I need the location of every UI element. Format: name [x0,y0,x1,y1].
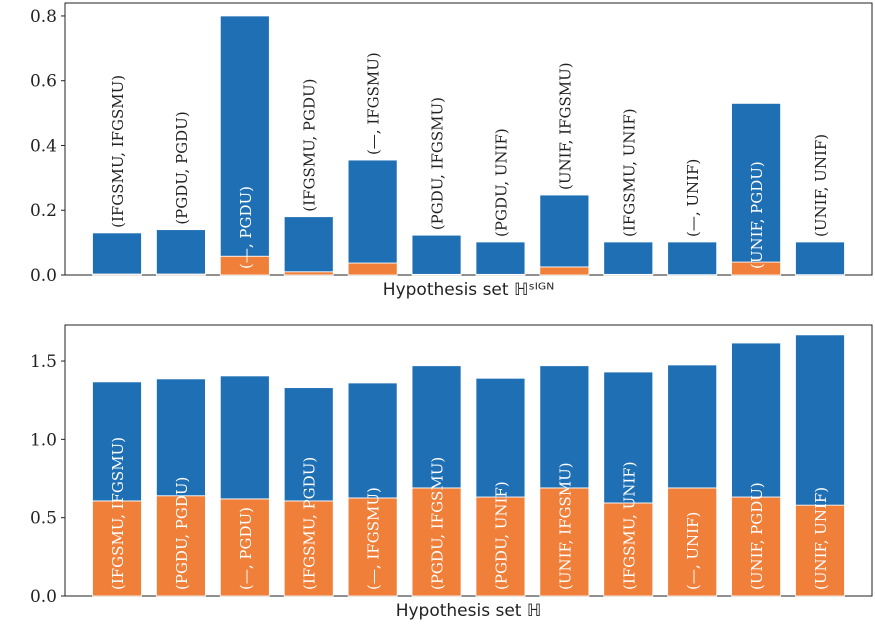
bar-segment [156,230,205,274]
bar-label: (PGDU, IFGSMU) [429,97,447,230]
bar-label: (—, PGDU) [237,507,255,590]
bar-segment [540,267,589,275]
y-tick-label: 0.0 [30,587,57,607]
y-tick-label: 0.0 [30,266,57,286]
bar-label: (—, IFGSMU) [365,52,383,155]
bar-segment [476,378,525,497]
bar-label: (IFGSMU, UNIF) [620,108,638,237]
y-tick-label: 0.8 [30,7,57,27]
bar-segment [348,263,397,275]
bar-segment [732,343,781,497]
bar-label: (UNIF, IFGSMU) [556,462,574,590]
bar-label: (IFGSMU, PGDU) [301,79,319,212]
bar-label: (IFGSMU, UNIF) [620,461,638,590]
bar-label: (IFGSMU, IFGSMU) [109,75,127,228]
bar-segment [348,160,397,263]
y-tick-label: 0.5 [30,509,57,529]
bar-segment [348,383,397,498]
bar-segment [796,242,845,275]
bar-label: (—, IFGSMU) [365,487,383,590]
bar-segment [284,217,333,272]
x-axis-label: Hypothesis set ℍ [396,601,542,621]
y-tick-label: 0.4 [30,136,57,156]
bar-label: (—, UNIF) [684,512,702,590]
bar-label: (PGDU, UNIF) [492,481,510,590]
bar-segment [476,242,525,274]
bar-label: (IFGSMU, IFGSMU) [109,437,127,590]
bar-label: (PGDU, UNIF) [492,128,510,237]
y-tick-label: 0.6 [30,72,57,92]
bar-label: (UNIF, PGDU) [748,161,766,269]
y-tick-label: 1.0 [30,430,57,450]
bar-segment [284,272,333,275]
bar-label: (PGDU, IFGSMU) [429,457,447,590]
x-axis-label: Hypothesis set ℍˢᴵᴳᴺ [383,280,554,300]
bar-label: (—, UNIF) [684,159,702,237]
bar-label: (PGDU, PGDU) [173,477,191,590]
y-tick-label: 1.5 [30,352,57,372]
bar-segment [604,242,653,274]
bar-label: (UNIF, UNIF) [812,487,830,590]
bar-segment [668,242,717,275]
bar-label: (—, PGDU) [237,186,255,269]
bar-segment [796,335,845,505]
bar-segment [220,376,269,499]
bar-segment [668,365,717,488]
bar-label: (UNIF, PGDU) [748,482,766,590]
bar-label: (IFGSMU, PGDU) [301,457,319,590]
bar-segment [93,233,142,274]
bar-segment [540,195,589,267]
bar-label: (PGDU, PGDU) [173,111,191,224]
y-tick-label: 0.2 [30,201,57,221]
bar-segment [412,235,461,274]
bar-label: (UNIF, IFGSMU) [556,62,574,190]
bar-label: (UNIF, UNIF) [812,134,830,237]
